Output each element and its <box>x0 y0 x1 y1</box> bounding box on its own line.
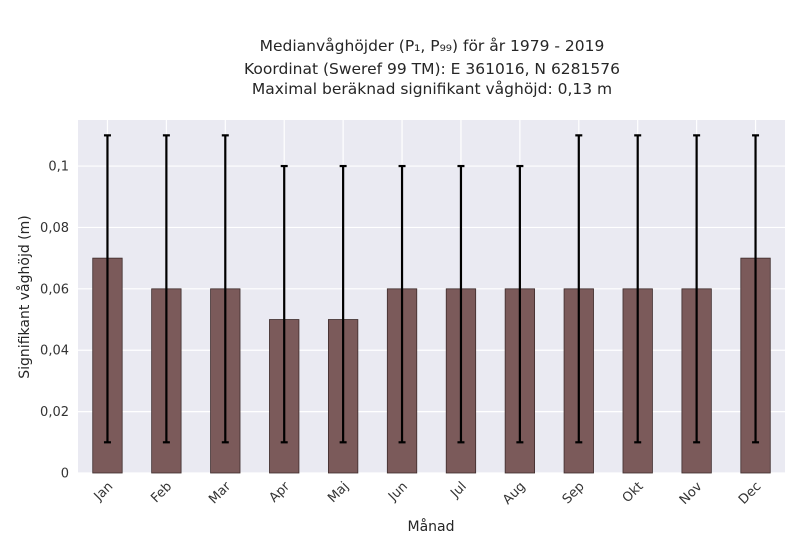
error-bar-feb <box>162 134 170 444</box>
x-tick-label: Aug <box>500 479 529 508</box>
x-tick-label: Jan <box>91 479 116 504</box>
x-axis-ticks: Jan Feb Mar Apr Maj Jun Jul Aug Sep Okt Nov Dec <box>91 479 765 508</box>
error-bar-jan <box>103 134 111 444</box>
x-tick-label: Apr <box>267 479 294 506</box>
error-bars <box>103 134 760 444</box>
error-bar-sep <box>575 134 583 444</box>
x-tick-label: Nov <box>677 479 706 508</box>
error-bar-dec <box>752 134 760 444</box>
error-bar-apr <box>280 164 288 444</box>
error-bar-aug <box>516 164 524 444</box>
x-tick-label: Sep <box>560 479 588 507</box>
error-bar-jun <box>398 164 406 444</box>
chart-title-line-3: Maximal beräknad signifikant våghöjd: 0,… <box>252 80 612 98</box>
y-axis-ticks: 0 0,02 0,04 0,06 0,08 0,1 <box>40 160 69 482</box>
x-tick-label: Maj <box>325 479 352 506</box>
error-bar-okt <box>634 134 642 444</box>
error-bar-mar <box>221 134 229 444</box>
error-bar-nov <box>693 134 701 444</box>
x-tick-label: Jul <box>447 479 469 501</box>
error-bar-maj <box>339 164 347 444</box>
x-tick-label: Dec <box>736 479 764 507</box>
y-tick-label: 0,06 <box>40 282 69 297</box>
y-tick-label: 0,1 <box>48 160 69 175</box>
x-tick-label: Mar <box>206 479 234 507</box>
y-axis-label: Signifikant våghöjd (m) <box>16 215 33 378</box>
y-tick-label: 0 <box>61 467 69 482</box>
x-tick-label: Okt <box>620 479 647 506</box>
error-bar-jul <box>457 164 465 444</box>
chart-title-line-2: Koordinat (Sweref 99 TM): E 361016, N 62… <box>244 60 620 78</box>
chart-title-line-1: Medianvåghöjder (P₁, P₉₉) för år 1979 - … <box>260 37 605 55</box>
x-tick-label: Feb <box>148 479 175 506</box>
y-tick-label: 0,04 <box>40 344 69 359</box>
plot-area <box>78 120 785 473</box>
y-tick-label: 0,08 <box>40 221 69 236</box>
y-tick-label: 0,02 <box>40 405 69 420</box>
x-axis-label: Månad <box>408 518 455 535</box>
x-tick-label: Jun <box>385 479 411 505</box>
chart-title: Medianvåghöjder (P₁, P₉₉) för år 1979 - … <box>244 37 620 98</box>
